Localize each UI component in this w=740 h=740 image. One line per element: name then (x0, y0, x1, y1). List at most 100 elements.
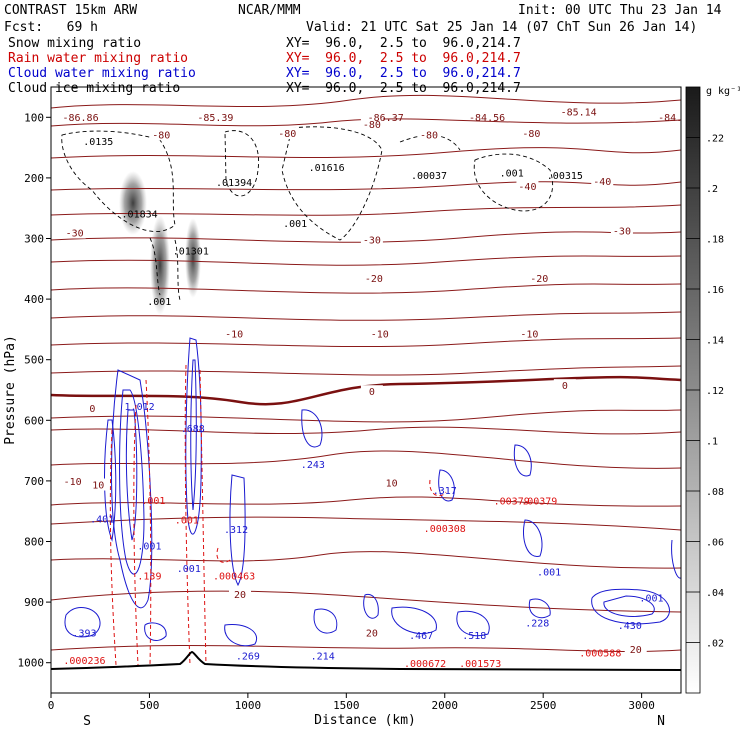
colorbar-tick-label: .1 (706, 437, 718, 448)
contour-extreme-label: .688 (181, 424, 205, 435)
contour-extreme-label: -84.4 (658, 113, 688, 124)
colorbar-tick-label: .18 (706, 235, 724, 246)
contour-extreme-label: .467 (409, 631, 433, 642)
valid-time: Valid: 21 UTC Sat 25 Jan 14 (07 ChT Sun … (306, 20, 698, 35)
isotherm-contour (51, 409, 681, 423)
contour-extreme-label: .001 (177, 564, 201, 575)
contour-extreme-label: .001 (537, 567, 561, 578)
isotherm-label-bg (360, 233, 383, 246)
isotherm-label: -10 (225, 330, 243, 341)
x-tick-label: 1500 (333, 699, 360, 712)
isotherm-label-bg (520, 127, 543, 140)
contour-extreme-label: .001 (147, 297, 171, 308)
cloud-ice-contour (224, 130, 260, 197)
isotherm-label-bg (362, 271, 385, 284)
contour-extreme-label: .00315 (547, 171, 583, 182)
colorbar-tick-label: .12 (706, 386, 724, 397)
endpoint-right-label: N (657, 714, 665, 729)
isotherm-contour (51, 590, 681, 613)
cloud-water-contour (104, 419, 117, 542)
isotherm-contour (51, 204, 681, 216)
cloud-ice-contour (399, 134, 461, 151)
isotherm-contour (51, 231, 681, 243)
y-tick-label: 500 (24, 354, 44, 367)
isotherm-label-bg (418, 128, 440, 141)
y-tick-label: 100 (24, 111, 44, 124)
contour-extreme-label: .00379 (494, 497, 530, 508)
field-xy-snow: XY= 96.0, 2.5 to 96.0,214.7 (286, 36, 521, 51)
isotherm-contour (51, 147, 681, 159)
isotherm-label-bg (360, 385, 383, 398)
isotherm-label: 0 (369, 387, 375, 398)
cloud-water-contour (111, 369, 153, 609)
isotherm-label-bg (87, 478, 110, 491)
isotherm-contour (51, 450, 681, 469)
contour-extreme-label: -86.86 (62, 113, 98, 124)
isotherm-label-bg (229, 588, 251, 601)
isotherm-contour (51, 283, 681, 294)
contour-extreme-label: .139 (137, 572, 161, 583)
contour-extreme-label: .000308 (424, 524, 466, 535)
colorbar-tick-label: .2 (706, 184, 718, 195)
isotherm-label-bg (150, 128, 173, 141)
y-tick-label: 900 (24, 596, 44, 609)
contour-extreme-label: .518 (462, 631, 486, 642)
isotherm-label: -10 (371, 330, 389, 341)
contour-extreme-label: .01834 (122, 209, 158, 220)
cloud-water-contour (301, 409, 323, 448)
cloud-water-contour (513, 444, 532, 477)
cloud-water-contour (125, 409, 138, 541)
isotherm-label: 20 (234, 590, 246, 601)
contour-extreme-label: -85.14 (561, 107, 597, 118)
contour-extreme-label: .430 (618, 621, 642, 632)
cloud-water-contour (224, 623, 258, 647)
isotherm-label: -80 (363, 120, 381, 131)
colorbar-tick-label: .02 (706, 639, 724, 650)
isotherm-contour (51, 644, 681, 653)
colorbar (685, 86, 701, 694)
cloud-water-contour (229, 474, 246, 587)
isotherm-label: 20 (366, 628, 378, 639)
isotherm-label: -80 (278, 129, 296, 140)
y-tick-label: 300 (24, 233, 44, 246)
cloud-water-contour (438, 469, 455, 502)
x-tick-label: 500 (140, 699, 160, 712)
rain-water-contour (184, 364, 207, 666)
cloud-ice-contour (281, 126, 383, 241)
forecast-hour: Fcst: 69 h (4, 20, 98, 35)
cloud-water-contour (190, 359, 197, 511)
snow-shading (150, 215, 170, 315)
isotherm-label: -30 (613, 227, 631, 238)
contour-extreme-label: .000236 (63, 656, 105, 667)
x-tick-label: 2000 (432, 699, 459, 712)
cloud-water-contour (313, 608, 338, 634)
isotherm-label: -20 (365, 274, 383, 285)
field-xy-cloud-water: XY= 96.0, 2.5 to 96.0,214.7 (286, 66, 521, 81)
isotherm-label: 20 (630, 645, 642, 656)
x-tick-label: 3000 (628, 699, 655, 712)
x-axis-title: Distance (km) (314, 713, 416, 728)
field-label-rain: Rain water mixing ratio (8, 51, 189, 66)
contour-extreme-label: 1.012 (125, 402, 155, 413)
isotherm-contour (51, 551, 681, 569)
cloud-water-contour (591, 588, 670, 625)
isotherm-label: -40 (518, 182, 536, 193)
isotherm-label: -10 (64, 477, 82, 488)
y-tick-label: 200 (24, 172, 44, 185)
isotherm-label-bg (380, 476, 403, 489)
cloud-water-contour (64, 607, 101, 638)
isotherm-contour (51, 365, 681, 376)
isotherm-contour (51, 311, 681, 321)
contour-extreme-label: .243 (301, 460, 325, 471)
contour-extreme-label: .001 (137, 541, 161, 552)
cloud-water-contour (528, 598, 551, 619)
field-label-snow: Snow mixing ratio (8, 36, 142, 51)
contour-extreme-label: .001 (175, 515, 199, 526)
y-tick-label: 600 (24, 414, 44, 427)
cloud-ice-contour (473, 153, 554, 212)
isotherm-label: -20 (530, 274, 548, 285)
colorbar-tick-label: .22 (706, 134, 724, 145)
isotherm-label-bg (591, 174, 614, 187)
isotherm-label-bg (360, 117, 383, 130)
